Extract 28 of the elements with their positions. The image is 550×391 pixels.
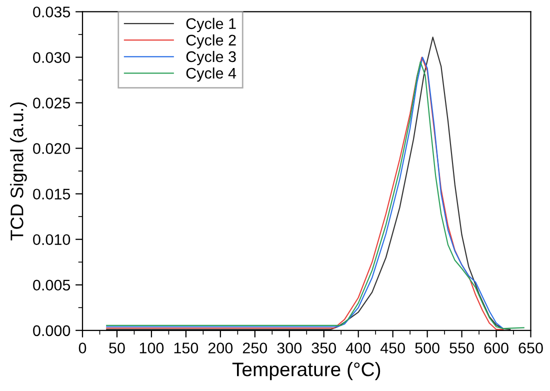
x-tick-label: 150 bbox=[174, 342, 198, 354]
x-tick-label: 350 bbox=[312, 342, 336, 354]
x-tick-label: 100 bbox=[140, 342, 164, 354]
x-tick-label: 400 bbox=[346, 342, 370, 354]
x-axis-title: Temperature (°C) bbox=[232, 362, 380, 380]
x-tick-label: 600 bbox=[484, 342, 508, 354]
y-tick-label: 0.015 bbox=[33, 188, 70, 200]
x-tick-label: 50 bbox=[109, 342, 125, 354]
y-tick-label: 0.005 bbox=[33, 280, 70, 291]
x-tick-label: 200 bbox=[208, 342, 233, 354]
x-tick-label: 550 bbox=[450, 342, 474, 354]
y-tick-label: 0.010 bbox=[33, 234, 70, 246]
legend-label: Cycle 3 bbox=[186, 50, 236, 66]
x-tick-label: 0 bbox=[78, 342, 86, 354]
legend-label: Cycle 4 bbox=[186, 67, 236, 82]
y-tick-label: 0.035 bbox=[33, 6, 70, 18]
legend-label: Cycle 1 bbox=[186, 18, 236, 32]
x-tick-label: 650 bbox=[518, 342, 543, 354]
y-tick-label: 0.030 bbox=[33, 52, 70, 63]
x-tick-label: 300 bbox=[277, 342, 302, 354]
y-tick-label: 0.000 bbox=[33, 325, 70, 336]
y-tick-label: 0.025 bbox=[33, 98, 70, 108]
y-axis-title: TCD Signal (a.u.) bbox=[10, 102, 27, 240]
x-tick-label: 250 bbox=[242, 342, 268, 354]
x-tick-label: 500 bbox=[415, 342, 440, 354]
legend-label: Cycle 2 bbox=[186, 34, 236, 49]
y-tick-label: 0.020 bbox=[33, 143, 70, 154]
x-tick-label: 450 bbox=[380, 342, 405, 354]
